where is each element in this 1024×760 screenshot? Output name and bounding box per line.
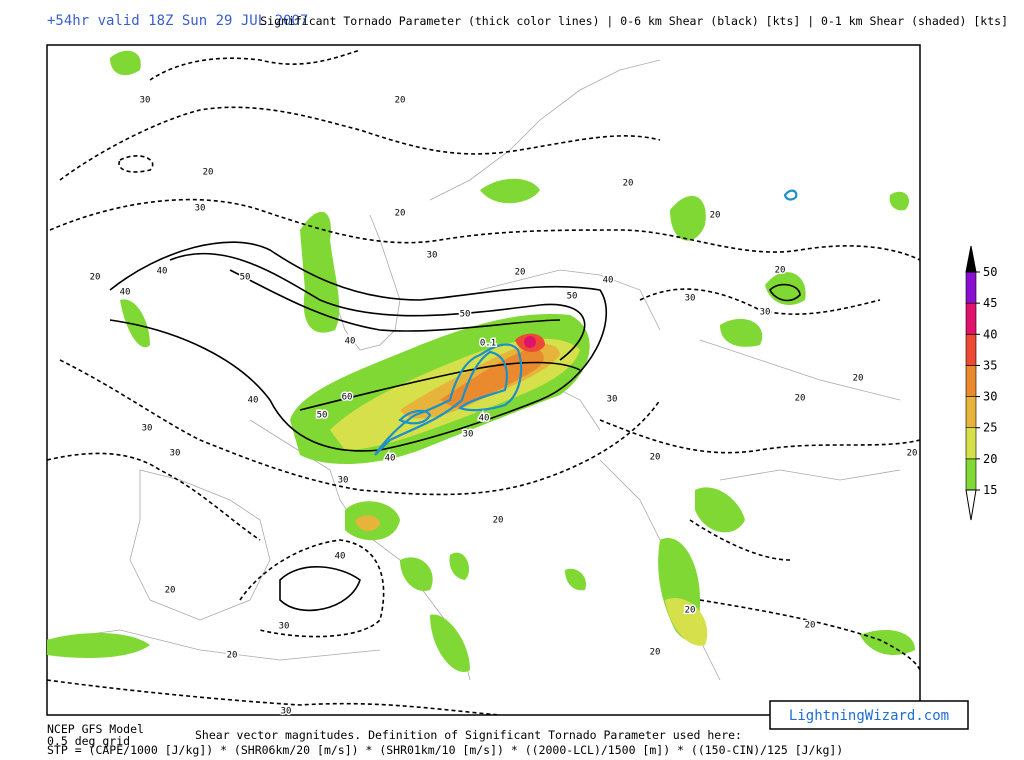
contour-label: 30 (685, 294, 696, 304)
colorbar-segment (965, 271, 977, 304)
contour-label: 50 (240, 273, 251, 283)
contour-label: 50 (567, 292, 578, 302)
credit-box (769, 700, 969, 730)
colorbar-label: 20 (983, 452, 997, 466)
contour-label: 40 (385, 454, 396, 464)
contour-label: 60 (342, 393, 353, 403)
contour-label: 20 (165, 586, 176, 596)
contour-label: 40 (345, 337, 356, 347)
colorbar-segment (965, 333, 977, 366)
contour-label: 0.1 (480, 339, 496, 349)
valid-time: +54hr valid 18Z Sun 29 JUL 2007 (47, 13, 308, 29)
map-title: Significant Tornado Parameter (thick col… (260, 14, 1008, 28)
colorbar-label: 40 (983, 327, 997, 341)
colorbar-label: 30 (983, 390, 997, 404)
shear-contours (47, 49, 920, 715)
contour-label: 20 (227, 651, 238, 661)
contour-label: 30 (607, 395, 618, 405)
contour-label: 30 (195, 204, 206, 214)
contour-label: 20 (710, 211, 721, 221)
contour-label: 40 (335, 552, 346, 562)
contour-label: 20 (395, 209, 406, 219)
stp-formula: STP = (CAPE/1000 [J/kg]) * (SHR06km/20 [… (47, 743, 843, 757)
contour-label: 50 (460, 310, 471, 320)
colorbar-label: 50 (983, 265, 997, 279)
colorbar-label: 25 (983, 421, 997, 435)
contour-label: 30 (142, 424, 153, 434)
grid-resolution: 0.5 deg grid (47, 734, 130, 748)
contour-label: 20 (395, 96, 406, 106)
contour-label: 20 (90, 273, 101, 283)
contour-label: 40 (248, 396, 259, 406)
contour-label: 30 (463, 430, 474, 440)
credit-link[interactable]: LightningWizard.com (789, 708, 949, 724)
contour-label: 30 (760, 308, 771, 318)
shear-shading (47, 50, 915, 672)
contour-label: 20 (805, 621, 816, 631)
contour-label: 30 (170, 449, 181, 459)
colorbar-segment (965, 427, 977, 460)
contour-label: 20 (907, 449, 918, 459)
contour-label: 20 (853, 374, 864, 384)
contour-label: 40 (479, 414, 490, 424)
definition-note: Shear vector magnitudes. Definition of S… (195, 728, 742, 742)
colorbar-label: 45 (983, 296, 997, 310)
model-name: NCEP GFS Model (47, 722, 144, 736)
colorbar-segment (965, 396, 977, 429)
colorbar-label: 15 (983, 483, 997, 497)
contour-label: 20 (685, 606, 696, 616)
contour-label: 30 (427, 251, 438, 261)
colorbar: 15 20 25 30 35 40 45 50 (965, 245, 997, 521)
contour-label: 30 (281, 707, 292, 717)
colorbar-segment (965, 458, 977, 491)
contour-label: 20 (623, 179, 634, 189)
colorbar-segment (965, 302, 977, 335)
map-area: 30 20 20 30 20 20 20 20 40 40 50 30 20 40 30 20 30 50 50 40… (46, 44, 921, 717)
contour-label: 50 (317, 411, 328, 421)
contour-labels: 30 20 20 30 20 20 20 20 40 40 50 30 20 40 30 20 30 50 50 40… (88, 94, 919, 717)
contour-label: 20 (650, 648, 661, 658)
contour-label: 20 (203, 168, 214, 178)
contour-label: 30 (140, 96, 151, 106)
contour-label: 40 (120, 288, 131, 298)
colorbar-min-arrow (965, 489, 977, 521)
stp-contour (374, 189, 798, 456)
contour-label: 40 (157, 267, 168, 277)
colorbar-label: 35 (983, 358, 997, 372)
contour-label: 20 (515, 268, 526, 278)
contour-label: 20 (493, 516, 504, 526)
colorbar-max-arrow (965, 245, 977, 273)
contour-label: 30 (338, 476, 349, 486)
colorbar-segment (965, 365, 977, 397)
contour-label: 40 (603, 276, 614, 286)
contour-label: 20 (650, 453, 661, 463)
contour-label: 20 (775, 266, 786, 276)
contour-label: 30 (279, 622, 290, 632)
contour-label: 20 (795, 394, 806, 404)
